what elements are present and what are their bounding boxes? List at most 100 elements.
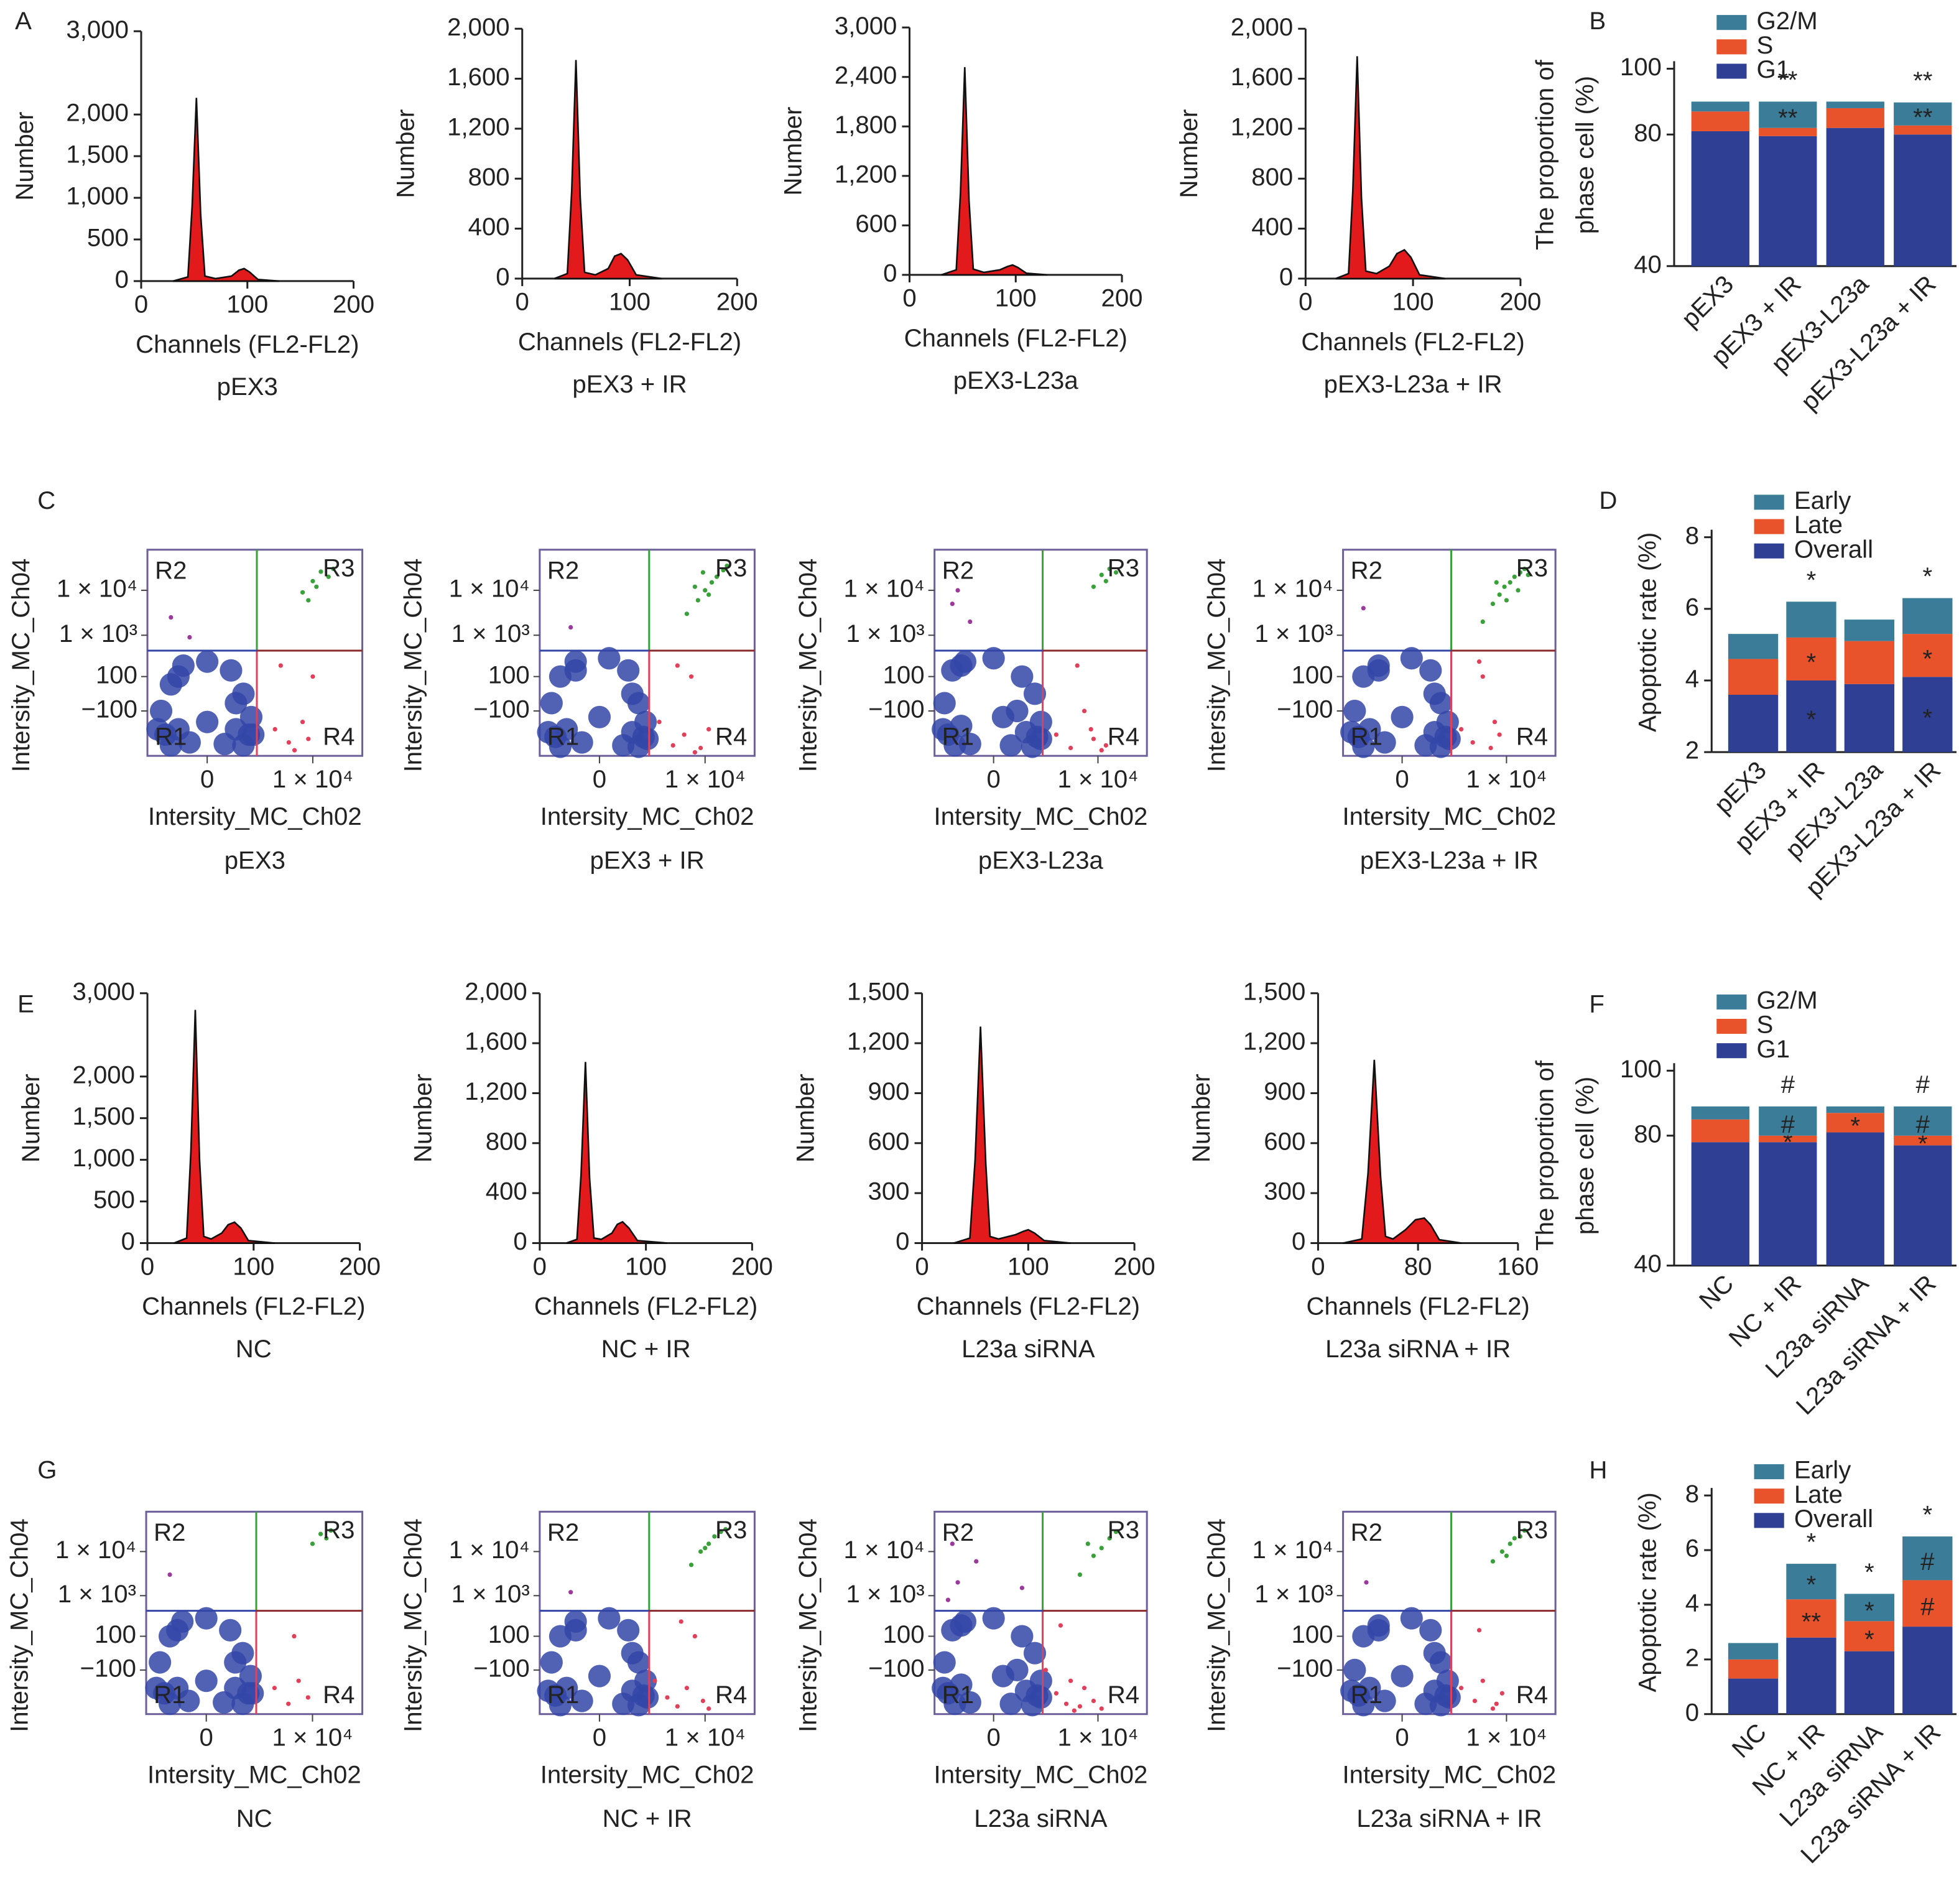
region-label: R3 [715,1516,747,1544]
scatter-point [1522,1528,1527,1533]
caption: pEX3-L23a + IR [1324,370,1503,398]
scatter-point [1367,1618,1390,1642]
significance-mark: # [1916,1110,1930,1138]
region-label: R4 [1516,723,1548,751]
scatter-point [1340,1679,1363,1702]
x-axis-label: Intersity_MC_Ch02 [1342,802,1556,830]
significance-mark: ** [1913,67,1932,95]
scatter-point [706,592,711,597]
scatter-point [1476,659,1482,664]
region-label: R3 [1516,554,1548,582]
scatter-point [314,584,319,589]
x-axis-label: Intersity_MC_Ch02 [934,802,1148,830]
bar-segment [1786,1637,1836,1714]
x-tick-label: 200 [716,288,758,316]
y-tick-label: 80 [1634,119,1662,147]
plot-frame [1342,1510,1557,1716]
caption: L23a siRNA + IR [1325,1335,1511,1363]
scatter-point [1438,1686,1461,1709]
region-label: R1 [547,723,579,751]
y-tick-label: 900 [1264,1077,1305,1105]
x-axis-label: Channels (FL2-FL2) [917,1293,1140,1321]
scatter-point [1364,1580,1369,1585]
x-tick-label: pEX3 [1676,270,1739,333]
x-tick-label: 200 [339,1252,381,1280]
y-tick-label: 8 [1685,1480,1699,1508]
y-tick-label: 1,800 [835,111,897,139]
legend-label: Overall [1794,535,1873,563]
scatter-point [1499,1549,1504,1554]
scatter-point [932,1676,955,1699]
scatter-point [570,731,593,754]
scatter-point [678,1619,683,1624]
y-tick-label: 1,200 [847,1028,910,1056]
scatter-point [318,569,323,574]
y-tick-label: 8 [1685,521,1699,549]
scatter-point [306,736,311,741]
panel-letter: H [1589,1456,1607,1484]
scatter-point [950,601,955,606]
y-tick-label: 800 [486,1127,527,1155]
y-tick-label: 0 [1685,1698,1699,1726]
bar-segment [1759,101,1817,128]
region-label: R2 [154,1518,185,1546]
significance-mark: * [1850,1112,1860,1140]
scatter-point [195,1607,218,1630]
legend-label: G2/M [1757,986,1818,1014]
region-label: R2 [942,1518,974,1546]
scatter-point [278,663,284,668]
y-tick-label: −100 [80,1654,136,1682]
scatter-point [1088,727,1093,732]
bar-segment [1691,1142,1749,1266]
y-tick-label: 4 [1685,1589,1699,1617]
y-tick-label: 1,500 [1243,977,1306,1005]
bar-segment [1691,1119,1749,1143]
scatter-point [1400,647,1423,670]
region-label: R1 [942,723,974,751]
x-tick-label: 0 [1395,765,1409,793]
scatter-point [682,732,687,737]
legend-label: G1 [1757,1035,1790,1063]
y-tick-label: 600 [855,210,897,238]
scatter-point [1458,1686,1464,1691]
bar-segment [1894,1135,1952,1146]
scatter-point [1103,743,1108,748]
scatter-point [1011,1625,1034,1648]
significance-mark: # [1781,1110,1795,1138]
scatter-point [1113,570,1119,575]
y-tick-label: 900 [868,1077,909,1105]
scatter-point [721,568,726,573]
region-label: R1 [1351,723,1382,751]
plot-frame [539,1510,756,1716]
region-label: R4 [323,1681,354,1709]
scatter-point [540,1651,563,1674]
y-tick-label: 300 [868,1177,909,1205]
x-tick-label: 1 × 10⁴ [1466,1723,1547,1751]
bar-segment [1786,1599,1836,1638]
x-tick-label: 100 [1392,288,1434,316]
scatter-point [1494,580,1499,585]
scatter-point [1512,574,1517,579]
scatter-point [1072,1708,1077,1713]
scatter-point [1063,1701,1069,1706]
significance-mark: * [1922,704,1932,731]
scatter-point [564,659,587,682]
y-tick-label: 6 [1685,1535,1699,1563]
y-tick-label: 2 [1685,736,1699,764]
scatter-point [1497,732,1502,737]
scatter-point [555,1676,578,1699]
y-tick-label: 100 [1620,53,1662,81]
y-tick-label: 1,200 [465,1077,527,1105]
scatter-point [588,1665,611,1688]
plot-frame [145,1510,364,1716]
scatter-point [1517,570,1522,575]
y-tick-label: 1 × 10⁴ [57,575,137,603]
bar-segment [1894,134,1952,266]
scatter-point [982,647,1005,670]
scatter-point [968,619,973,625]
scatter-point [1340,720,1363,744]
y-tick-label: 4 [1685,665,1699,693]
scatter-point [700,570,705,575]
panel-letter: A [15,7,32,35]
